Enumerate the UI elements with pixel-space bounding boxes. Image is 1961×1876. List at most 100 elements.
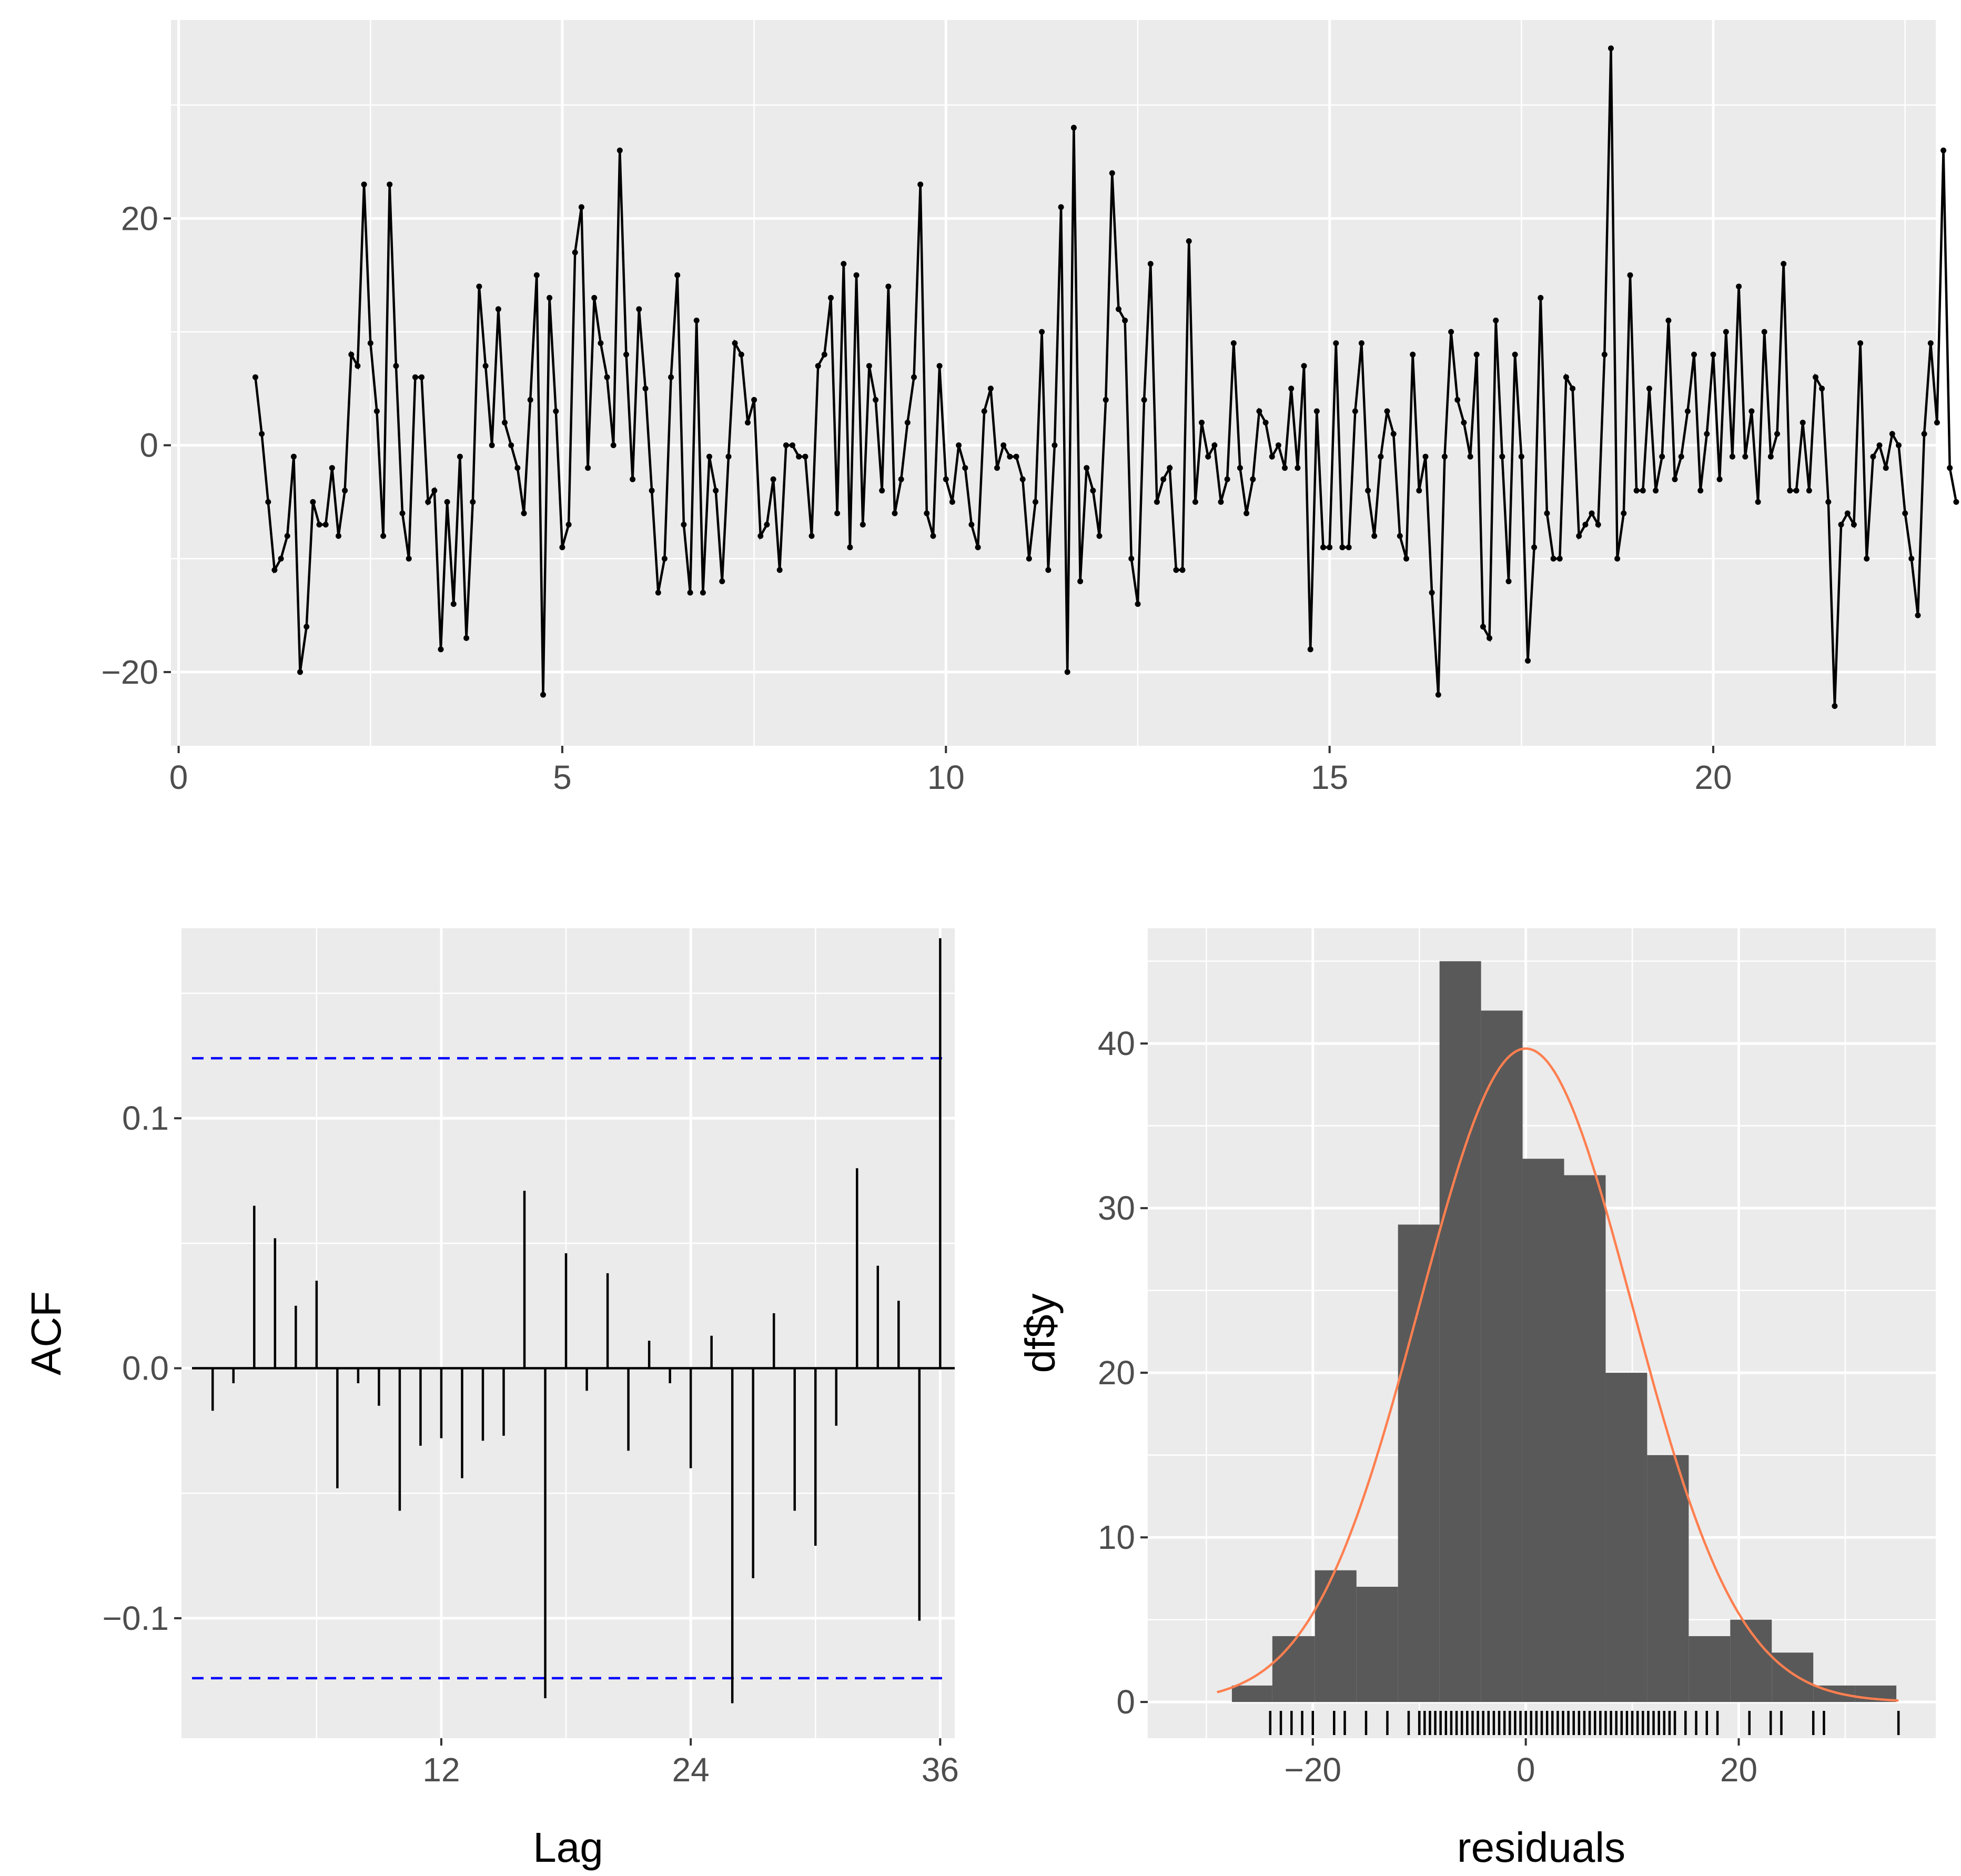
residual-series-point [1525, 657, 1531, 664]
residual-series-point [1454, 397, 1461, 403]
acf-y-tick-label: 0.0 [122, 1350, 169, 1387]
residual-series-point [1493, 317, 1499, 323]
residual-series-point [1538, 295, 1544, 301]
residual-series-point [1678, 453, 1684, 460]
residual-series-point [1147, 261, 1154, 267]
residual-series-point [316, 522, 322, 528]
histogram-y-tick-label: 20 [1098, 1354, 1135, 1392]
residual-series-point [1141, 397, 1147, 403]
residual-series-point [674, 272, 681, 278]
residual-series-point [1211, 442, 1218, 449]
residual-series-point [1352, 408, 1358, 414]
residual-series-point [1640, 488, 1646, 494]
residual-series-point [1723, 329, 1729, 335]
residual-series-point [1927, 340, 1934, 346]
acf-y-axis-title: ACF [23, 1291, 69, 1375]
residual-series-point [1832, 703, 1838, 709]
residual-series-point [693, 317, 700, 323]
residual-series-point [322, 522, 329, 528]
residual-series-point [1154, 499, 1160, 505]
residual-series-point [1007, 453, 1013, 460]
residual-series-point [1902, 510, 1908, 516]
residual-series-point [1058, 204, 1064, 210]
residual-series-point [1505, 578, 1512, 584]
residual-series-point [757, 533, 764, 539]
residual-series-point [438, 646, 444, 653]
residual-series-chart: 0 5 10 15 20 −20 0 20 [101, 20, 1959, 796]
residual-series-line-group [252, 45, 1959, 709]
residual-series-point [1371, 533, 1378, 539]
residual-series-point [393, 363, 399, 369]
residual-series-point [1672, 476, 1678, 482]
acf-x-tick-label: 36 [922, 1751, 959, 1789]
residual-series-point [725, 453, 732, 460]
residual-series-y-tick-label: 20 [121, 199, 158, 237]
residual-series-point [1384, 408, 1390, 414]
residual-series-point [1736, 283, 1742, 290]
residual-series-point [1186, 238, 1192, 244]
residual-series-point [1052, 442, 1058, 449]
residual-series-point [1256, 408, 1262, 414]
residual-series-point [1320, 544, 1326, 551]
acf-x-tick-label: 12 [422, 1751, 460, 1789]
residual-series-point [1365, 488, 1371, 494]
residual-series-point [745, 420, 751, 425]
residual-series-point [1576, 533, 1582, 539]
residual-series-point [259, 431, 265, 437]
residual-series-point [751, 397, 757, 403]
residual-series-point [828, 295, 834, 301]
residual-series-x-tick-label: 5 [553, 758, 572, 796]
residual-series-point [987, 386, 994, 392]
residual-series-point [1793, 488, 1800, 494]
residual-series-point [1390, 431, 1397, 437]
residual-series-point [873, 397, 879, 403]
residual-series-point [892, 510, 898, 516]
residual-series-point [271, 567, 278, 573]
residual-series-point [1896, 442, 1902, 449]
residual-series-point [956, 442, 962, 449]
residual-series-point [1019, 476, 1026, 482]
residual-series-point [1953, 499, 1959, 505]
residual-series-point [1947, 465, 1953, 471]
residual-series-point [489, 442, 495, 449]
residual-series-point [463, 635, 470, 641]
residual-series-point [898, 476, 904, 482]
residual-series-point [380, 533, 387, 539]
residual-series-point [1844, 510, 1851, 516]
residual-series-point [348, 351, 355, 358]
residual-series-point [336, 533, 341, 539]
residual-series-point [1313, 408, 1320, 414]
residual-series-point [853, 272, 860, 278]
residual-series-point [904, 420, 911, 425]
residual-series-point [1710, 351, 1716, 358]
residual-series-point [1614, 555, 1621, 562]
residual-series-point [373, 408, 380, 414]
residual-series-point [1435, 692, 1441, 698]
residual-series-point [1480, 624, 1486, 630]
residual-series-point [1199, 420, 1205, 425]
residual-series-point [1940, 147, 1947, 154]
residual-series-point [911, 374, 917, 380]
residual-series-point [1416, 488, 1422, 494]
residual-series-point [1295, 465, 1301, 471]
residual-series-point [387, 181, 393, 188]
residual-series-point [655, 590, 661, 596]
residual-series-point [1767, 453, 1774, 460]
residual-series-point [1518, 453, 1524, 460]
residual-series-point [1090, 488, 1096, 494]
residual-series-point [1889, 431, 1895, 437]
residual-series-point [1339, 544, 1346, 551]
residual-series-point [1813, 374, 1818, 380]
residual-series-point [623, 351, 629, 358]
residual-series-point [1761, 329, 1767, 335]
residual-series-point [1729, 453, 1735, 460]
residual-series-point [565, 522, 572, 528]
residual-series-point [1716, 476, 1723, 482]
histogram-x-tick-label: 0 [1517, 1751, 1535, 1789]
residual-series-point [1033, 499, 1038, 505]
residual-series-point [668, 374, 674, 380]
residual-series-point [1045, 567, 1052, 573]
residual-series-point [1013, 453, 1019, 460]
residual-series-point [732, 340, 738, 346]
